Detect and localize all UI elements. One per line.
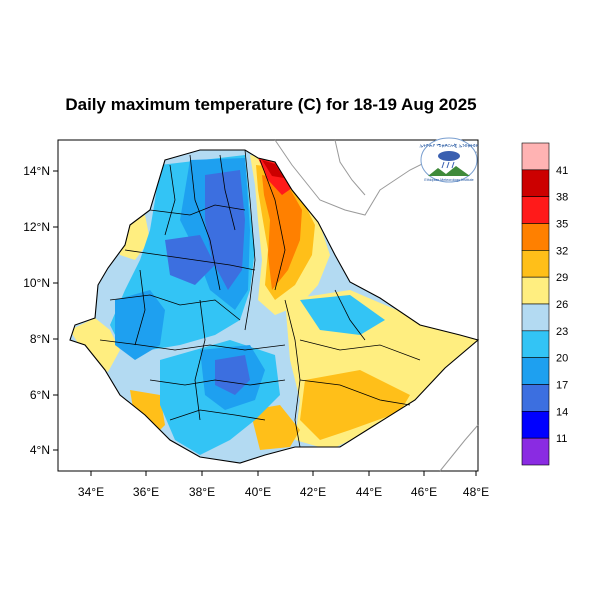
x-tick-label: 44°E (356, 485, 382, 499)
colorbar-label: 14 (556, 406, 568, 418)
y-tick-label: 8°N (30, 332, 50, 346)
x-tick-label: 46°E (411, 485, 437, 499)
colorbar-swatch (521, 303, 550, 332)
colorbar-label: 41 (556, 165, 568, 177)
x-tick-label: 42°E (300, 485, 326, 499)
colorbar-swatch (521, 276, 550, 305)
colorbar-swatch (521, 330, 550, 358)
y-axis: 14°N 12°N 10°N 8°N 6°N 4°N (23, 164, 58, 457)
logo-caption: Ethiopian Meteorology Institute (424, 178, 473, 182)
y-tick-label: 6°N (30, 388, 50, 402)
y-tick-label: 4°N (30, 443, 50, 457)
x-tick-label: 36°E (133, 485, 159, 499)
colorbar-swatch (521, 384, 550, 412)
admin-boundaries (69, 149, 480, 464)
colorbar-label: 29 (556, 272, 568, 284)
colorbar-label: 11 (556, 433, 567, 445)
map-title: Daily maximum temperature (C) for 18-19 … (65, 95, 476, 114)
institute-logo: ኢትዮጵያ ሚቲዎሮሎጂ ኢንስቲትዩት Ethiopian Meteorolo… (420, 137, 479, 183)
colorbar-label: 32 (556, 245, 568, 257)
coastline (334, 139, 366, 196)
colorbar-label: 20 (556, 353, 568, 365)
x-tick-label: 48°E (463, 485, 489, 499)
colorbar-label: 23 (556, 326, 568, 338)
colorbar-swatch (521, 169, 550, 197)
logo-arc-text: ኢትዮጵያ ሚቲዎሮሎጂ ኢንስቲትዩት (420, 144, 479, 149)
colorbar-label: 35 (556, 219, 568, 231)
colorbar-swatch (521, 142, 550, 171)
colorbar-swatch (521, 223, 550, 251)
x-tick-label: 38°E (189, 485, 215, 499)
x-axis: 34°E 36°E 38°E 40°E 42°E 44°E 46°E 48°E (78, 471, 489, 499)
colorbar-label: 17 (556, 380, 568, 392)
colorbar-swatch (521, 437, 550, 466)
x-tick-label: 40°E (245, 485, 271, 499)
colorbar-label: 26 (556, 299, 568, 311)
coastline (439, 424, 479, 472)
colorbar-swatch (521, 196, 550, 224)
colorbar-swatch (521, 411, 550, 439)
y-tick-label: 10°N (23, 276, 50, 290)
colorbar-swatch (521, 357, 550, 385)
colorbar-label: 38 (556, 192, 568, 204)
x-tick-label: 34°E (78, 485, 104, 499)
y-tick-label: 12°N (23, 220, 50, 234)
colorbar-swatch (521, 250, 550, 278)
y-tick-label: 14°N (23, 164, 50, 178)
colorbar: 41 38 35 32 29 26 23 20 17 14 11 (521, 142, 568, 466)
